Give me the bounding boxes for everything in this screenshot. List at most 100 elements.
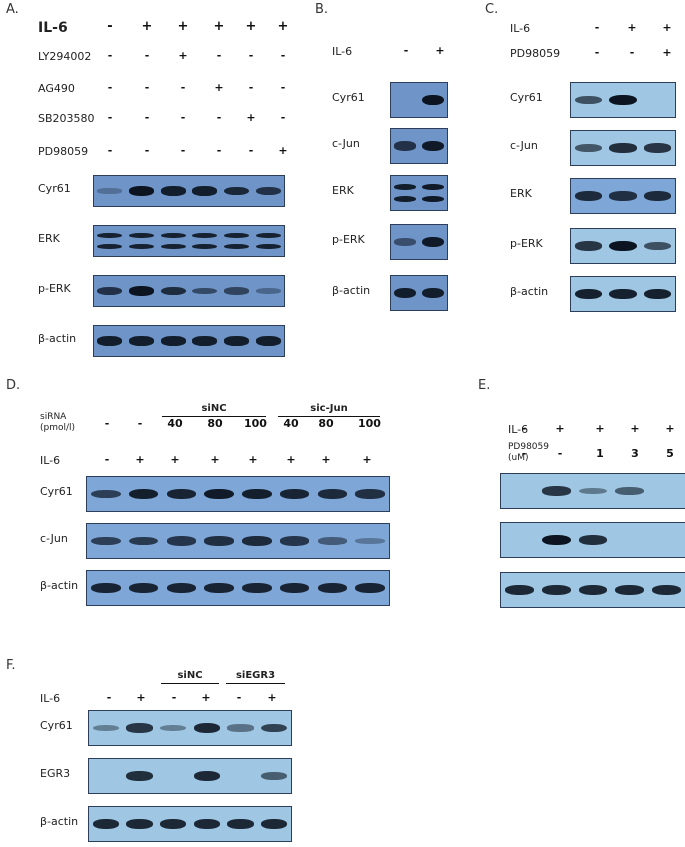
- band: [160, 336, 186, 346]
- band: [578, 584, 608, 596]
- blot-strip: [93, 325, 285, 357]
- treatment-sign: -: [594, 21, 600, 34]
- band: [129, 336, 154, 346]
- treatment-unit-label: (uM): [508, 453, 529, 463]
- band: [279, 582, 310, 594]
- blot-strip: [500, 572, 685, 608]
- band: [166, 536, 197, 546]
- blot-strip: [93, 175, 285, 207]
- band: [422, 287, 444, 299]
- band: [160, 243, 186, 250]
- band: [422, 140, 444, 152]
- treatment-sign: +: [627, 21, 637, 34]
- band: [578, 535, 608, 545]
- band: [422, 183, 444, 191]
- panel-letter-e: E.: [478, 378, 491, 393]
- blot-label: Cyr61: [40, 719, 73, 732]
- band: [160, 286, 186, 296]
- treatment-label: PD98059: [508, 442, 549, 452]
- treatment-sign: 3: [631, 447, 639, 460]
- band: [129, 286, 154, 296]
- panel-letter-f: F.: [6, 658, 16, 673]
- blot-strip: [570, 82, 676, 118]
- treatment-sign: +: [210, 453, 220, 466]
- band: [652, 584, 681, 596]
- treatment-sign: +: [177, 19, 189, 34]
- blot-strip: [88, 806, 292, 842]
- treatment-sign: -: [280, 81, 286, 94]
- treatment-sign: +: [278, 144, 288, 157]
- treatment-sign: -: [144, 81, 150, 94]
- panel-letter-c: C.: [485, 2, 499, 17]
- treatment-sign: 80: [207, 417, 223, 430]
- band: [279, 488, 310, 500]
- blot-label: β-actin: [40, 815, 79, 828]
- treatment-sign: +: [178, 49, 188, 62]
- treatment-label: PD98059: [38, 145, 89, 158]
- treatment-sign: -: [216, 144, 222, 157]
- band: [255, 288, 281, 294]
- band: [505, 584, 534, 596]
- treatment-sign: -: [521, 422, 527, 435]
- blot-strip: [390, 82, 448, 118]
- treatment-sign: +: [286, 453, 296, 466]
- blot-label: p-ERK: [332, 233, 365, 246]
- band: [126, 818, 153, 830]
- blot-label: β-actin: [38, 332, 77, 345]
- blot-label: β-actin: [332, 284, 371, 297]
- band: [91, 582, 121, 594]
- blot-label: c-Jun: [332, 137, 360, 150]
- treatment-sign: -: [216, 49, 222, 62]
- band: [574, 288, 602, 300]
- band: [160, 724, 187, 732]
- band: [129, 186, 154, 196]
- blot-strip: [500, 522, 685, 558]
- group-line: [161, 683, 219, 684]
- treatment-sign: -: [107, 49, 113, 62]
- blot-strip: [390, 224, 448, 260]
- treatment-label: IL-6: [40, 454, 61, 467]
- band: [394, 141, 416, 151]
- band: [128, 536, 159, 546]
- band: [227, 724, 254, 732]
- band: [97, 336, 123, 346]
- panel-letter-a: A.: [6, 2, 19, 17]
- band: [224, 186, 249, 196]
- band: [609, 288, 637, 300]
- treatment-label: AG490: [38, 82, 75, 95]
- treatment-label: IL-6: [40, 692, 61, 705]
- band: [91, 536, 121, 546]
- treatment-sign: +: [277, 19, 289, 34]
- band: [422, 94, 444, 106]
- blot-strip: [86, 476, 390, 512]
- treatment-sign: -: [106, 691, 112, 704]
- band: [574, 241, 602, 251]
- treatment-sign: -: [107, 19, 113, 34]
- band: [128, 582, 159, 594]
- treatment-sign: -: [248, 144, 254, 157]
- treatment-sign: -: [144, 111, 150, 124]
- band: [279, 536, 310, 546]
- treatment-sign: -: [104, 417, 110, 430]
- band: [541, 486, 571, 496]
- treatment-sign: +: [555, 422, 565, 435]
- blot-label: Cyr61: [38, 182, 71, 195]
- band: [129, 232, 154, 239]
- treatment-sign: -: [104, 453, 110, 466]
- band: [224, 336, 249, 346]
- treatment-sign: -: [180, 81, 186, 94]
- blot-strip: [86, 570, 390, 606]
- treatment-sign: +: [595, 422, 605, 435]
- treatment-label: IL-6: [508, 423, 529, 436]
- blot-label: β-actin: [510, 285, 549, 298]
- treatment-sign: +: [201, 691, 211, 704]
- blot-strip: [570, 228, 676, 264]
- blot-label: Cyr61: [40, 485, 73, 498]
- group-line: [226, 683, 285, 684]
- treatment-sign: +: [321, 453, 331, 466]
- treatment-sign: 80: [318, 417, 334, 430]
- treatment-sign: -: [280, 111, 286, 124]
- band: [97, 286, 123, 296]
- band: [192, 336, 218, 346]
- band: [255, 243, 281, 250]
